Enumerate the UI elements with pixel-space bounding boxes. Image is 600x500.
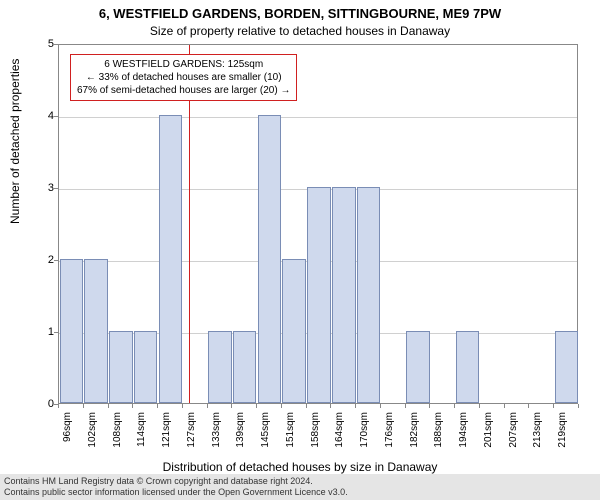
xtick-label: 207sqm [508, 412, 519, 448]
xtick-mark [256, 404, 257, 408]
xtick-mark [306, 404, 307, 408]
xtick-label: 151sqm [285, 412, 296, 448]
footer: Contains HM Land Registry data © Crown c… [0, 474, 600, 500]
histogram-bar [84, 259, 108, 403]
ytick-mark [54, 188, 58, 189]
histogram-bar [208, 331, 232, 403]
xtick-label: 164sqm [334, 412, 345, 448]
xtick-label: 213sqm [532, 412, 543, 448]
xtick-mark [380, 404, 381, 408]
histogram-bar [233, 331, 257, 403]
xtick-mark [157, 404, 158, 408]
xtick-mark [330, 404, 331, 408]
xtick-label: 158sqm [310, 412, 321, 448]
xtick-label: 182sqm [409, 412, 420, 448]
ytick-mark [54, 116, 58, 117]
gridline [59, 117, 577, 118]
xtick-label: 188sqm [433, 412, 444, 448]
histogram-bar [357, 187, 381, 403]
y-axis-label: Number of detached properties [8, 59, 22, 224]
histogram-bar [282, 259, 306, 403]
footer-line-1: Contains HM Land Registry data © Crown c… [4, 476, 596, 487]
histogram-bar [555, 331, 579, 403]
xtick-mark [83, 404, 84, 408]
histogram-bar [456, 331, 480, 403]
histogram-bar [258, 115, 282, 403]
histogram-bar [134, 331, 158, 403]
footer-line-2: Contains public sector information licen… [4, 487, 596, 498]
annotation-line-3: 67% of semi-detached houses are larger (… [77, 84, 290, 97]
xtick-mark [108, 404, 109, 408]
xtick-label: 108sqm [112, 412, 123, 448]
xtick-mark [132, 404, 133, 408]
xtick-label: 102sqm [87, 412, 98, 448]
xtick-label: 219sqm [557, 412, 568, 448]
xtick-label: 145sqm [260, 412, 271, 448]
xtick-label: 201sqm [483, 412, 494, 448]
histogram-bar [60, 259, 84, 403]
xtick-label: 133sqm [211, 412, 222, 448]
xtick-mark [429, 404, 430, 408]
histogram-bar [109, 331, 133, 403]
xtick-mark [58, 404, 59, 408]
xtick-mark [182, 404, 183, 408]
chart-title-main: 6, WESTFIELD GARDENS, BORDEN, SITTINGBOU… [0, 6, 600, 21]
xtick-label: 194sqm [458, 412, 469, 448]
x-axis-label: Distribution of detached houses by size … [0, 460, 600, 474]
xtick-mark [355, 404, 356, 408]
xtick-mark [578, 404, 579, 408]
ytick-mark [54, 260, 58, 261]
xtick-mark [207, 404, 208, 408]
xtick-mark [454, 404, 455, 408]
xtick-label: 176sqm [384, 412, 395, 448]
chart-title-sub: Size of property relative to detached ho… [0, 24, 600, 38]
xtick-label: 121sqm [161, 412, 172, 448]
annotation-line-1: 6 WESTFIELD GARDENS: 125sqm [77, 58, 290, 71]
xtick-mark [528, 404, 529, 408]
histogram-bar [332, 187, 356, 403]
xtick-mark [553, 404, 554, 408]
xtick-label: 170sqm [359, 412, 370, 448]
annotation-line-2: ← 33% of detached houses are smaller (10… [77, 71, 290, 84]
histogram-bar [159, 115, 183, 403]
histogram-bar [406, 331, 430, 403]
histogram-bar [307, 187, 331, 403]
annotation-box: 6 WESTFIELD GARDENS: 125sqm ← 33% of det… [70, 54, 297, 101]
xtick-mark [504, 404, 505, 408]
xtick-mark [405, 404, 406, 408]
xtick-label: 127sqm [186, 412, 197, 448]
ytick-mark [54, 332, 58, 333]
xtick-label: 139sqm [235, 412, 246, 448]
xtick-mark [479, 404, 480, 408]
xtick-mark [281, 404, 282, 408]
ytick-mark [54, 44, 58, 45]
xtick-label: 114sqm [136, 412, 147, 447]
xtick-label: 96sqm [62, 412, 73, 442]
xtick-mark [231, 404, 232, 408]
